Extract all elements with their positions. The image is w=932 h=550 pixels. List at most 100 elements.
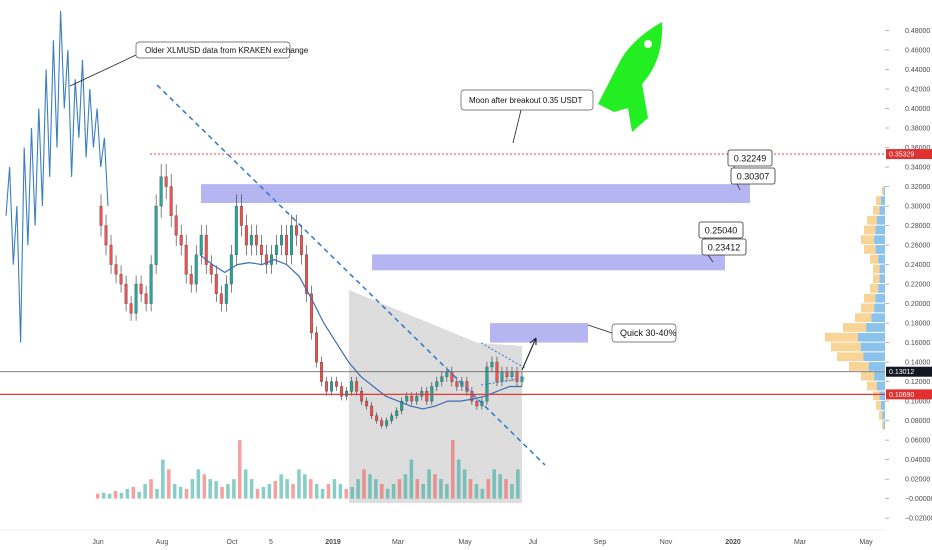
candle-body — [355, 381, 359, 392]
volume-bar — [125, 488, 130, 499]
volume-bar — [255, 488, 260, 499]
candle-body — [124, 283, 128, 304]
volume-bar — [107, 493, 112, 499]
candle-body — [520, 376, 524, 382]
volume-profile-bar — [860, 342, 885, 352]
volume-bar — [462, 469, 467, 499]
volume-bar — [285, 479, 289, 499]
volume-profile-bar — [873, 206, 880, 215]
y-tick-label: 0.20000 — [905, 301, 930, 308]
support-line-badge-label: 0.10690 — [889, 392, 914, 399]
y-tick-label: 0.02000 — [905, 477, 930, 484]
volume-bar — [326, 483, 331, 499]
x-tick-label: Sep — [594, 539, 607, 546]
volume-profile-bar — [874, 371, 885, 381]
volume-profile-bar — [831, 342, 861, 352]
candle-body — [269, 254, 273, 265]
volume-profile-bar — [880, 401, 885, 410]
y-tick-label: 0.18000 — [905, 321, 930, 328]
y-axis-panel — [885, 0, 932, 550]
candle-body — [425, 391, 429, 402]
y-tick-label: 0.14000 — [905, 360, 930, 367]
candle-body — [335, 381, 339, 387]
older-data-note-box — [135, 41, 291, 59]
volume-bar — [137, 491, 141, 499]
volume-bar — [243, 469, 248, 499]
volume-profile-bar — [879, 391, 885, 401]
candle-body — [445, 371, 449, 377]
volume-bar — [403, 474, 408, 499]
y-tick-label: 0.38000 — [905, 126, 930, 133]
volume-bar — [208, 479, 212, 499]
candle-body — [305, 254, 308, 294]
volume-profile-bar — [876, 196, 881, 206]
candle-body — [510, 371, 514, 377]
y-tick-label: 0.30000 — [905, 204, 930, 211]
candle-body — [340, 386, 344, 397]
volume-profile-bar — [880, 196, 885, 206]
volume-profile-bar — [875, 293, 885, 303]
moon-note-text: Moon after breakout 0.35 USDT — [469, 96, 583, 105]
candle-body — [99, 205, 103, 226]
candle-body — [109, 244, 113, 265]
x-tick-label: May — [458, 539, 472, 546]
x-tick-label: Jun — [92, 539, 103, 546]
x-tick-label: Jul — [529, 539, 538, 546]
volume-profile-bar — [882, 420, 884, 430]
x-tick-label: 5 — [269, 539, 273, 546]
volume-bar — [474, 483, 479, 499]
target-zone-3-top-label-box — [727, 149, 773, 167]
volume-profile-bar — [825, 332, 858, 342]
candle-body — [295, 225, 298, 236]
volume-profile-bar — [878, 254, 885, 264]
y-tick-label: 0.40000 — [905, 106, 930, 113]
moon-note-box — [460, 89, 594, 111]
candle-body — [114, 264, 118, 275]
quick-target-note-text: Quick 30-40% — [620, 328, 677, 338]
volume-bar — [220, 486, 224, 499]
y-tick-label: −0.02000 — [905, 516, 932, 523]
candle-body — [219, 293, 223, 304]
volume-bar — [421, 483, 425, 499]
volume-bar — [356, 479, 360, 499]
candle-body — [490, 361, 494, 368]
volume-bar — [344, 488, 349, 499]
x-tick-label: Oct — [227, 539, 238, 546]
candle-body — [199, 235, 203, 255]
volume-bar — [196, 469, 201, 499]
volume-bar — [178, 486, 183, 499]
volume-bar — [320, 488, 325, 499]
rocket-icon — [598, 22, 663, 132]
volume-bar — [279, 474, 283, 499]
volume-bar — [468, 479, 473, 499]
y-tick-label: −0.00000 — [905, 496, 932, 503]
moon-line-badge-label: 0.35329 — [889, 152, 914, 159]
volume-profile-bar — [875, 225, 885, 235]
volume-bar — [155, 488, 159, 499]
candle-body — [159, 176, 163, 207]
volume-bar — [113, 490, 118, 499]
target-zone-2-top-label-box — [698, 221, 744, 239]
candle-body — [330, 381, 334, 392]
candle-body — [184, 244, 188, 275]
candle-body — [405, 396, 409, 402]
x-tick-label: Mar — [794, 539, 807, 546]
candle-body — [244, 225, 248, 246]
volume-profile-bar — [874, 235, 885, 245]
volume-bar — [202, 474, 207, 499]
target-zone-3 — [201, 184, 750, 204]
volume-profile-bar — [883, 420, 885, 430]
candle-body — [149, 264, 153, 304]
volume-bar — [332, 479, 337, 499]
volume-bar — [273, 481, 278, 499]
volume-profile-bar — [868, 362, 885, 371]
volume-bar — [439, 479, 443, 499]
older-data-note-text: Older XLMUSD data from KRAKEN exchange — [145, 46, 309, 55]
candle-body — [375, 415, 379, 421]
quick-target-note-box — [611, 323, 677, 343]
candle-body — [139, 283, 143, 294]
candle-body — [174, 215, 178, 236]
y-tick-label: 0.22000 — [905, 282, 930, 289]
volume-bar — [267, 483, 272, 499]
volume-bar — [380, 483, 384, 499]
